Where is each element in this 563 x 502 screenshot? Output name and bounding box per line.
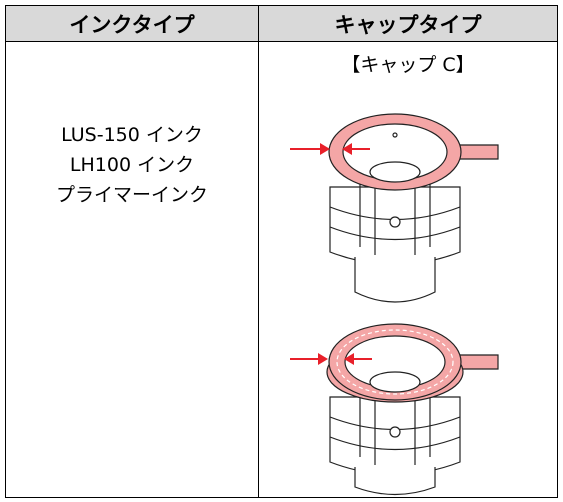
ink-name: LH100 インク (69, 154, 195, 176)
ink-name: プライマーインク (55, 184, 208, 206)
cap-cell: 【キャップ C】 (258, 41, 558, 498)
ink-name: LUS-150 インク (61, 124, 203, 146)
cap-drawing (326, 323, 499, 496)
header-cell: キャップタイプ (258, 5, 558, 42)
ink-cap-table: インクタイプ キャップタイプ LUS-150 インク LH100 インク プライ… (5, 5, 558, 498)
header-cell: インクタイプ (5, 5, 259, 42)
ink-cell: LUS-150 インク LH100 インク プライマーインク (5, 41, 259, 498)
cap-label: 【キャップ C】 (341, 54, 475, 76)
arrow (290, 143, 370, 155)
cap-illustrations (290, 113, 499, 496)
cap-drawing (328, 113, 499, 303)
arrow (290, 353, 372, 365)
